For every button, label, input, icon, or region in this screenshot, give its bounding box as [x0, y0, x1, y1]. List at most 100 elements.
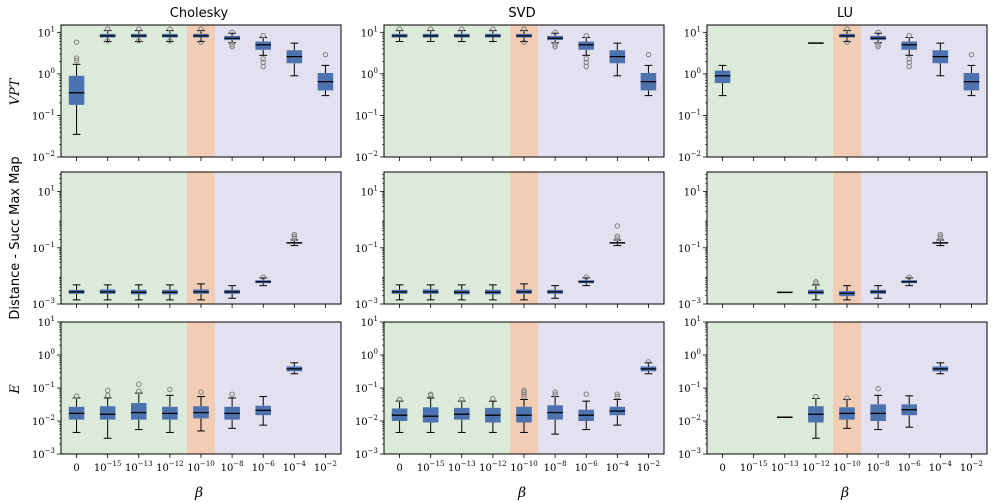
- x-tick-label: 10−4: [283, 460, 307, 474]
- box-10^-4: [286, 231, 303, 247]
- x-tick-label: 10−10: [510, 460, 538, 474]
- panel-1-svd: 10−2 10−1 100 101: [355, 24, 665, 164]
- box-10^-2: [963, 51, 980, 97]
- box-10^-10: [193, 283, 209, 301]
- box-flier: [104, 392, 111, 399]
- box-flier: [552, 391, 558, 397]
- box-10^-4: [609, 42, 626, 77]
- box-10^-15: [99, 284, 116, 301]
- region-orange: [833, 322, 861, 454]
- box-flier: [583, 274, 589, 280]
- box-flier: [167, 386, 173, 393]
- region-purple: [538, 25, 664, 157]
- region-green: [61, 172, 187, 304]
- y-tick-label: 101: [38, 25, 55, 39]
- panel-2-svd: 10−3 10−1 101: [355, 171, 665, 311]
- box-10^-6: [255, 274, 271, 287]
- y-tick-label: 10−3: [32, 447, 55, 461]
- y-tick-label: 100: [684, 348, 701, 362]
- box-flier: [260, 32, 266, 39]
- x-tick-label: 10−10: [833, 460, 861, 474]
- region-green: [707, 25, 833, 157]
- y-tick-label: 10−3: [355, 297, 378, 311]
- box-flier: [104, 26, 111, 32]
- column-title-svd: SVD: [508, 6, 535, 21]
- box-flier: [521, 387, 527, 394]
- box-10^-10: [839, 285, 855, 301]
- box-10^-15: [422, 26, 439, 43]
- y-tick-label: 10−2: [355, 414, 378, 428]
- box-flier: [552, 44, 558, 50]
- box-flier: [167, 38, 173, 44]
- box-flier: [521, 389, 527, 395]
- box-body: [255, 41, 271, 50]
- region-green: [384, 172, 510, 304]
- box-flier: [136, 37, 142, 44]
- y-tick-label: 10−3: [32, 297, 55, 311]
- box-10^-12: [485, 26, 501, 43]
- x-tick-label: 10−4: [929, 460, 953, 474]
- box-10^-8: [547, 29, 563, 50]
- box-10^-15: [422, 391, 439, 433]
- box-body: [422, 407, 439, 423]
- box-flier: [521, 391, 527, 397]
- box-10^-8: [870, 386, 886, 431]
- box-10^-4: [932, 42, 949, 77]
- y-tick-label: 10−2: [32, 414, 55, 428]
- box-flier: [614, 223, 621, 229]
- box-flier: [322, 51, 329, 58]
- box-flier: [968, 51, 975, 58]
- box-10^-8: [224, 29, 240, 50]
- box-flier: [906, 59, 912, 65]
- box-flier: [552, 42, 558, 48]
- box-10^-13: [131, 381, 147, 431]
- box-flier: [198, 39, 204, 45]
- panel-3-svd: 10−3 10−2 10−1 100 101 0 10−15 10−13 10−12 10−10 1…: [355, 315, 665, 474]
- x-tick-label: 10−13: [125, 460, 153, 474]
- box-flier: [552, 389, 558, 395]
- box-flier: [813, 393, 819, 400]
- box-10^-6: [901, 274, 917, 287]
- box-flier: [291, 235, 298, 241]
- y-tick-label: 10−2: [32, 150, 55, 164]
- x-tick-label: 10−4: [606, 460, 630, 474]
- box-0: [391, 26, 408, 43]
- box-flier: [583, 56, 589, 62]
- box-10^-15: [99, 26, 116, 44]
- box-flier: [645, 359, 652, 365]
- x-tick-label: 0: [73, 463, 79, 474]
- region-purple: [215, 322, 341, 454]
- column-title-cholesky: Cholesky: [170, 6, 229, 21]
- y-tick-label: 10−1: [678, 241, 701, 255]
- box-10^-12: [485, 395, 501, 433]
- region-purple: [861, 25, 987, 157]
- box-10^-8: [547, 389, 563, 435]
- x-tick-label: 10−15: [417, 460, 445, 474]
- x-tick-label: 10−13: [771, 460, 799, 474]
- row-label-distance: Distance - Succ Max Map: [8, 156, 23, 319]
- panel-3-lu: 10−3 10−2 10−1 100 101 0 10−15 10−13 10−12 10−10 1…: [678, 315, 988, 474]
- box-10^-10: [839, 26, 855, 45]
- y-tick-label: 10−2: [355, 150, 378, 164]
- box-flier: [167, 26, 173, 32]
- box-10^-2: [640, 359, 657, 375]
- box-flier: [427, 391, 434, 397]
- box-body: [68, 75, 85, 105]
- x-tick-label: 0: [396, 463, 402, 474]
- box-0: [714, 64, 731, 97]
- box-10^-10: [839, 395, 855, 429]
- box-10^-13: [131, 26, 147, 44]
- x-tick-label: 10−6: [252, 460, 276, 474]
- region-purple: [538, 322, 664, 454]
- box-flier: [614, 393, 621, 400]
- box-flier: [875, 44, 881, 50]
- box-10^-2: [317, 51, 334, 97]
- x-tick-label: 10−6: [898, 460, 922, 474]
- box-flier: [614, 391, 621, 397]
- region-purple: [861, 322, 987, 454]
- box-flier: [813, 279, 819, 285]
- box-flier: [291, 231, 298, 238]
- x-tick-label: 10−15: [94, 460, 122, 474]
- box-flier: [552, 29, 558, 36]
- y-tick-label: 101: [38, 185, 55, 199]
